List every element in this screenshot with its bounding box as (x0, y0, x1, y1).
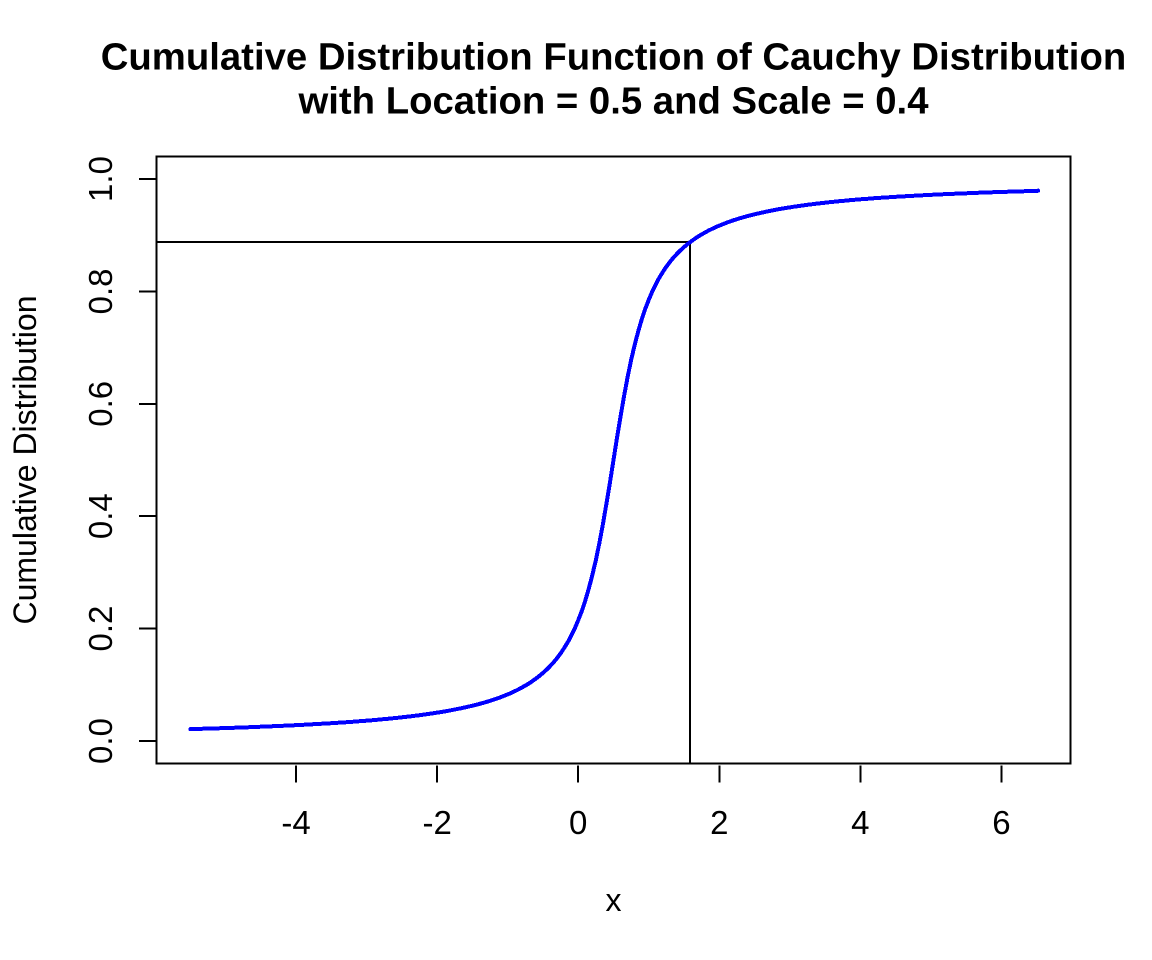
svg-text:0: 0 (569, 804, 587, 841)
svg-text:0.2: 0.2 (82, 606, 119, 652)
svg-text:-4: -4 (281, 804, 310, 841)
svg-text:0.0: 0.0 (82, 718, 119, 764)
svg-text:x: x (606, 882, 622, 918)
svg-text:1.0: 1.0 (82, 156, 119, 202)
svg-text:0.4: 0.4 (82, 493, 119, 539)
svg-text:Cumulative Distribution: Cumulative Distribution (7, 295, 43, 624)
svg-text:-2: -2 (423, 804, 452, 841)
svg-text:with Location = 0.5 and Scale: with Location = 0.5 and Scale = 0.4 (298, 79, 930, 122)
svg-text:0.6: 0.6 (82, 381, 119, 427)
svg-text:0.8: 0.8 (82, 268, 119, 314)
svg-text:Cumulative Distribution Functi: Cumulative Distribution Function of Cauc… (101, 36, 1127, 79)
svg-text:4: 4 (851, 804, 869, 841)
svg-text:6: 6 (992, 804, 1010, 841)
svg-text:2: 2 (710, 804, 728, 841)
